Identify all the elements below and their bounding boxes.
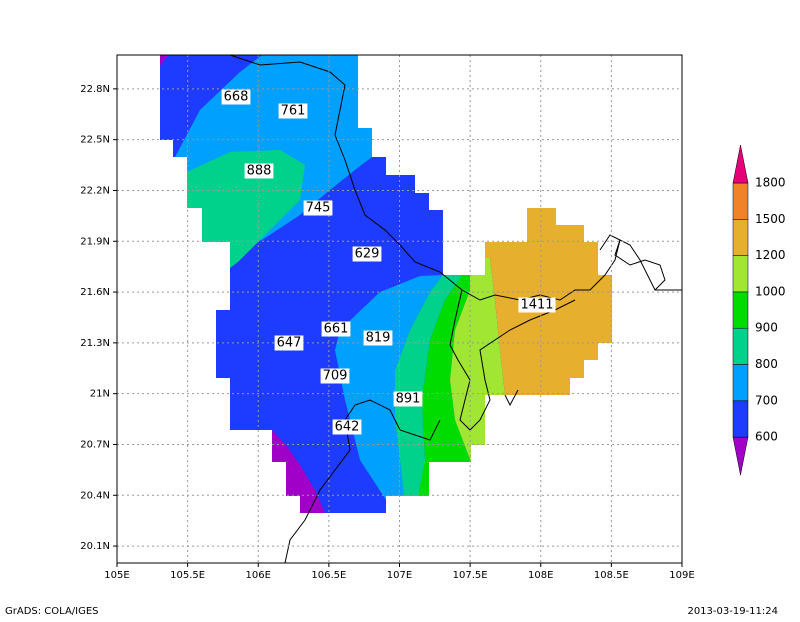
colorbar-label: 1800 — [755, 176, 786, 190]
colorbar-box — [732, 182, 749, 220]
y-tick-label: 22.2N — [80, 185, 110, 196]
contour-label: 709 — [323, 369, 348, 384]
contour-label: 891 — [396, 392, 421, 407]
contour-label: 1411 — [520, 298, 553, 313]
contour-label: 642 — [335, 420, 360, 435]
y-tick-label: 21.6N — [80, 287, 110, 298]
x-tick-label: 106.5E — [311, 570, 346, 581]
x-tick-label: 106E — [246, 570, 271, 581]
contour-label: 819 — [366, 331, 391, 346]
x-tick-label: 105E — [104, 570, 129, 581]
y-tick-label: 20.1N — [80, 541, 110, 552]
contour-label: 647 — [277, 336, 302, 351]
x-tick-label: 108E — [528, 570, 553, 581]
y-tick-label: 21N — [90, 389, 110, 400]
contour-label: 888 — [247, 164, 272, 179]
colorbar-box — [732, 255, 749, 293]
x-tick-label: 105.5E — [170, 570, 205, 581]
contour-label-box — [303, 200, 333, 216]
contour-label-box — [363, 330, 393, 346]
y-tick-label: 21.3N — [80, 338, 110, 349]
y-tick-label: 20.7N — [80, 439, 110, 450]
colorbar-label: 1500 — [755, 212, 786, 226]
contour-label-box — [221, 89, 251, 105]
x-tick-label: 109E — [669, 570, 694, 581]
shaded-region — [335, 275, 443, 500]
footer-left: GrADS: COLA/IGES — [5, 606, 99, 617]
colorbar-label: 800 — [755, 357, 778, 371]
x-tick-label: 107.5E — [453, 570, 488, 581]
colorbar-triangle — [732, 144, 749, 184]
plot-frame — [116, 54, 683, 564]
colorbar-label: 900 — [755, 321, 778, 335]
colorbar-label: 700 — [755, 393, 778, 407]
contour-label-box — [244, 163, 274, 179]
y-tick-label: 22.5N — [80, 135, 110, 146]
colorbar-box — [732, 327, 749, 365]
contour-label-box — [518, 297, 556, 313]
contour-label-box — [278, 103, 308, 119]
contour-label: 661 — [324, 322, 349, 337]
contour-label: 668 — [224, 90, 249, 105]
contour-label: 761 — [281, 104, 306, 119]
shaded-region — [418, 275, 471, 496]
shaded-region — [272, 430, 325, 513]
coastline — [229, 54, 682, 564]
colorbar-label: 600 — [755, 430, 778, 444]
shaded-region — [160, 55, 168, 66]
footer-right: 2013-03-19-11:24 — [687, 606, 778, 617]
contour-label-box — [274, 335, 304, 351]
shaded-region — [395, 275, 462, 496]
y-tick-label: 20.4N — [80, 490, 110, 501]
contour-label-box — [332, 419, 362, 435]
colorbar-label: 1200 — [755, 248, 786, 262]
contour-label: 629 — [355, 247, 380, 262]
y-tick-label: 22.8N — [80, 84, 110, 95]
colorbar-box — [732, 364, 749, 402]
x-tick-label: 107E — [387, 570, 412, 581]
shaded-region — [450, 258, 505, 462]
x-tick-label: 108.5E — [594, 570, 629, 581]
colorbar-label: 1000 — [755, 284, 786, 298]
contour-label-box — [352, 246, 382, 262]
shaded-region — [187, 150, 305, 268]
contour-label: 745 — [306, 201, 331, 216]
colorbar-triangle — [732, 436, 749, 476]
y-tick-label: 21.9N — [80, 236, 110, 247]
contour-label-box — [393, 391, 423, 407]
contour-label-box — [321, 321, 351, 337]
colorbar-box — [732, 400, 749, 438]
contour-label-box — [320, 368, 350, 384]
colorbar-box — [732, 291, 749, 329]
colorbar-box — [732, 219, 749, 256]
